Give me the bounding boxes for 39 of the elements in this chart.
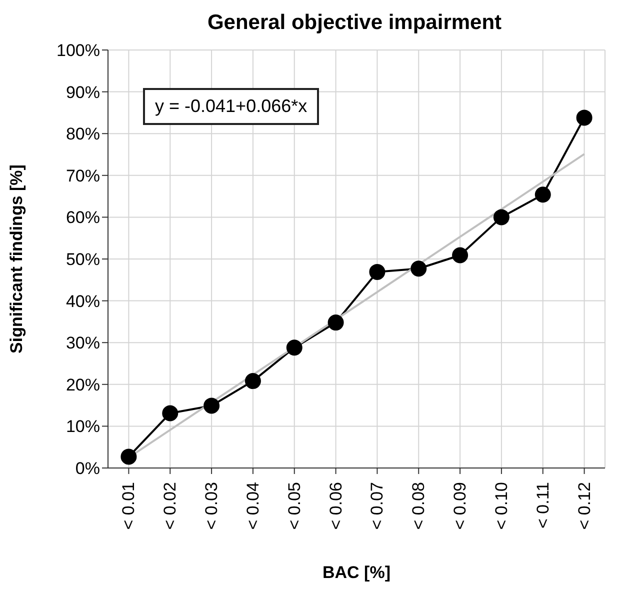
x-tick-label: < 0.07	[368, 482, 387, 530]
x-tick-label: < 0.02	[160, 482, 180, 530]
y-tick-label: 20%	[66, 375, 100, 394]
x-tick-label: < 0.04	[243, 482, 262, 530]
x-tick-label: < 0.09	[450, 482, 470, 530]
x-tick-label: < 0.12	[574, 482, 594, 530]
y-tick-label: 10%	[66, 417, 100, 436]
point	[576, 110, 592, 126]
x-tick-label: < 0.05	[284, 482, 304, 530]
chart-title: General objective impairment	[206, 10, 503, 36]
y-tick-label: 70%	[66, 166, 100, 186]
point	[493, 209, 510, 226]
point	[328, 314, 344, 331]
point	[244, 373, 261, 390]
point	[204, 398, 220, 414]
point	[452, 247, 468, 264]
y-tick-label: 50%	[66, 250, 100, 270]
y-tick-label: 40%	[66, 292, 100, 311]
y-axis-title: Significant findings [%]	[7, 164, 26, 354]
point	[162, 405, 178, 422]
y-tick-label: 60%	[66, 208, 100, 228]
y-tick-label: 100%	[56, 41, 100, 60]
x-tick-label: < 0.06	[326, 482, 346, 530]
x-tick-label: < 0.11	[533, 482, 552, 528]
point	[534, 186, 551, 203]
y-tick-label: 90%	[66, 82, 100, 102]
y-tick-label: 80%	[66, 124, 100, 144]
point	[120, 448, 137, 465]
x-tick-label: < 0.08	[409, 482, 428, 530]
x-tick-label: < 0.03	[202, 482, 222, 530]
x-axis-title: BAC [%]	[322, 563, 390, 582]
point	[410, 260, 427, 277]
point	[369, 264, 386, 280]
annotation: y = -0.041+0.066*x	[143, 88, 320, 125]
y-tick-label: 30%	[66, 334, 100, 353]
y-tick-label: 0%	[75, 459, 100, 478]
point	[286, 340, 302, 356]
x-tick-label: < 0.01	[119, 482, 138, 530]
x-tick-label: < 0.10	[492, 482, 511, 530]
